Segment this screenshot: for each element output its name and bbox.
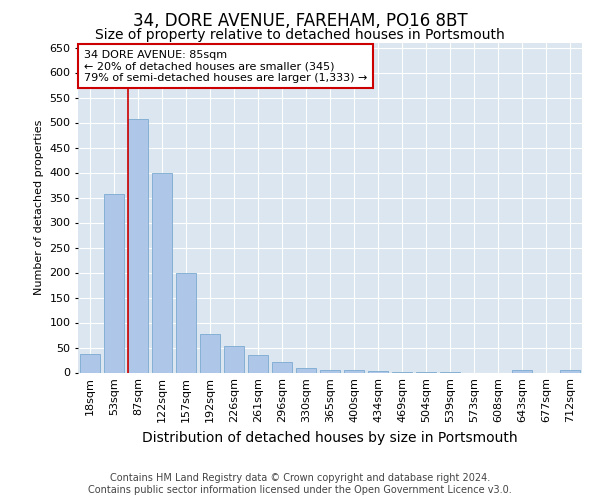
Bar (272, 362, 292, 372)
Bar (152, 172, 172, 372)
Text: Contains HM Land Registry data © Crown copyright and database right 2024.
Contai: Contains HM Land Registry data © Crown c… (88, 474, 512, 495)
Text: 34 DORE AVENUE: 85sqm
← 20% of detached houses are smaller (345)
79% of semi-det: 34 DORE AVENUE: 85sqm ← 20% of detached … (84, 50, 367, 82)
Bar (320, 370, 340, 372)
Bar (200, 334, 220, 372)
Bar (224, 346, 244, 372)
Bar (296, 368, 316, 372)
X-axis label: Distribution of detached houses by size in Portsmouth: Distribution of detached houses by size … (142, 430, 518, 444)
Bar (368, 371, 388, 372)
Bar (128, 119, 148, 372)
Bar (560, 370, 580, 372)
Bar (104, 194, 124, 372)
Text: 34, DORE AVENUE, FAREHAM, PO16 8BT: 34, DORE AVENUE, FAREHAM, PO16 8BT (133, 12, 467, 30)
Bar (80, 354, 100, 372)
Bar (512, 370, 532, 372)
Bar (176, 272, 196, 372)
Bar (344, 370, 364, 372)
Text: Size of property relative to detached houses in Portsmouth: Size of property relative to detached ho… (95, 28, 505, 42)
Bar (248, 355, 268, 372)
Y-axis label: Number of detached properties: Number of detached properties (34, 120, 44, 295)
